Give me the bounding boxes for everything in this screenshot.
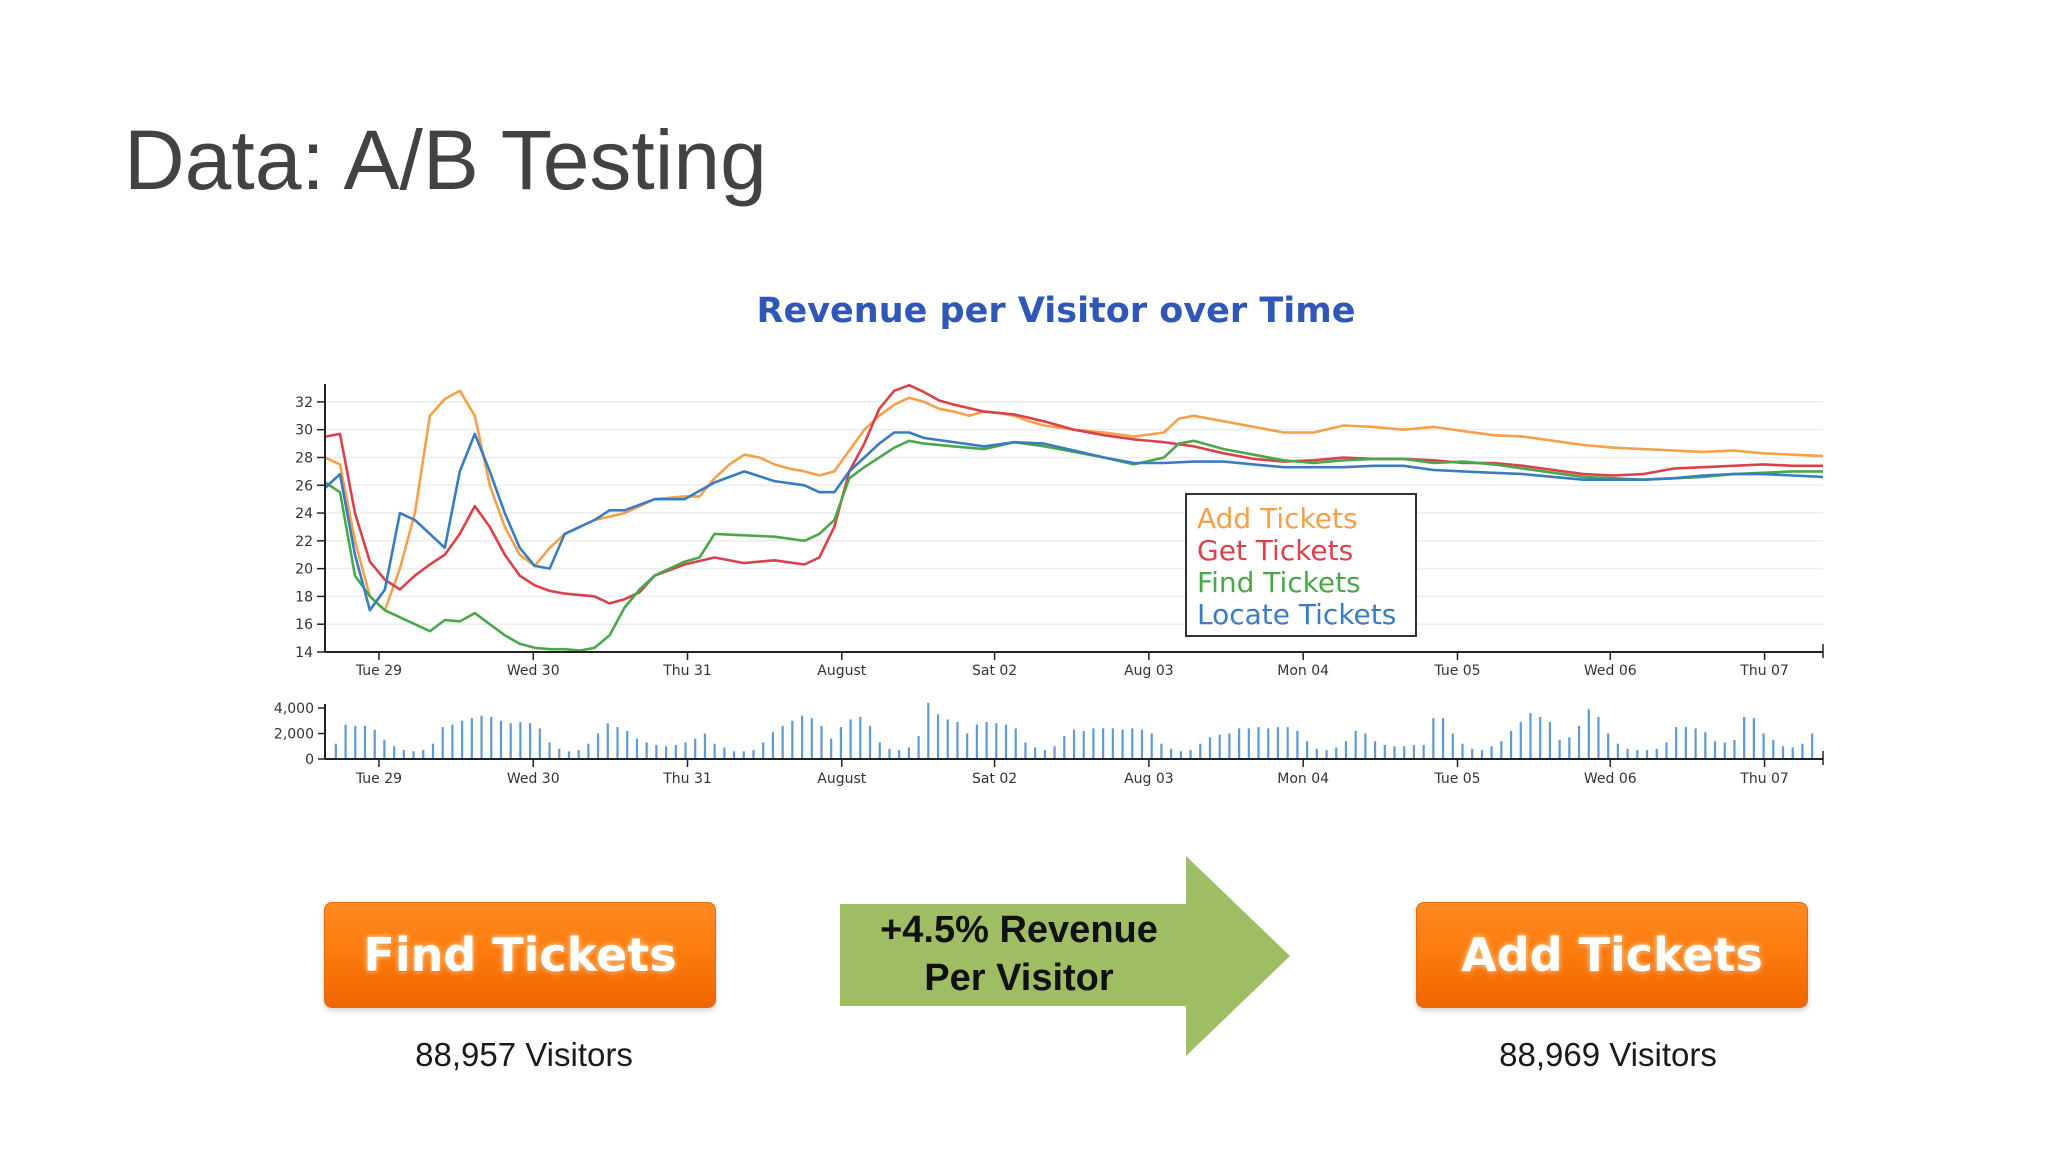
y-tick-label: 22 <box>295 534 313 550</box>
legend-entry-add-tickets: Add Tickets <box>1197 502 1358 535</box>
volume-x-tick-label: Tue 29 <box>355 771 402 787</box>
arrow-label-line2: Per Visitor <box>924 957 1114 999</box>
legend-entry-find-tickets: Find Tickets <box>1197 566 1361 599</box>
series-lines <box>324 383 1824 652</box>
x-tick-label: Thu 07 <box>1739 663 1789 679</box>
chart-title: Revenue per Visitor over Time <box>757 291 1356 331</box>
x-tick-label: Wed 06 <box>1584 663 1637 679</box>
x-tick-label: Mon 04 <box>1277 663 1329 679</box>
series-line-get-tickets <box>324 383 1823 605</box>
volume-x-tick-label: Tue 05 <box>1433 771 1480 787</box>
x-tick-label: August <box>817 663 867 679</box>
volume-x-tick-label: Thu 07 <box>1739 771 1789 787</box>
arrow-label-line1: +4.5% Revenue <box>880 909 1158 951</box>
y-tick-label: 24 <box>295 506 313 522</box>
legend-entry-locate-tickets: Locate Tickets <box>1197 598 1396 631</box>
x-tick-label: Thu 31 <box>662 663 712 679</box>
grid-lines <box>325 401 1823 653</box>
y-tick-label: 30 <box>295 423 313 439</box>
volume-x-tick-label: Wed 30 <box>507 771 560 787</box>
y-tick-label: 16 <box>295 617 313 633</box>
legend-box <box>1185 493 1417 637</box>
arrow-label: +4.5% Revenue Per Visitor <box>842 906 1196 1002</box>
volume-bars <box>334 702 1814 759</box>
volume-y-tick-label: 2,000 <box>274 727 314 743</box>
series-line-add-tickets <box>324 389 1824 612</box>
visitors-count-left: 88,957 Visitors <box>415 1036 633 1073</box>
volume-y-tick-label: 0 <box>305 752 314 768</box>
y-tick-label: 26 <box>295 478 313 494</box>
legend: Add Tickets Get Tickets Find Tickets Loc… <box>1185 493 1417 637</box>
volume-x-tick-label: Sat 02 <box>972 771 1017 787</box>
volume-x-tick-label: Wed 06 <box>1584 771 1637 787</box>
volume-axes: 0 2,000 4,000 Tue 29 Wed 30 Thu 31 August Sat 0… <box>274 701 1824 787</box>
axes: 14 16 18 20 22 24 26 28 30 32 Tue 29 Wed 30 Thu 31 Au… <box>295 384 1824 679</box>
find-tickets-button[interactable]: Find Tickets <box>324 902 716 1008</box>
x-tick-label: Tue 29 <box>355 663 402 679</box>
y-tick-label: 32 <box>295 395 313 411</box>
x-tick-label: Wed 30 <box>507 663 560 679</box>
legend-entry-get-tickets: Get Tickets <box>1197 534 1353 567</box>
volume-x-tick-label: Mon 04 <box>1277 771 1329 787</box>
x-tick-label: Aug 03 <box>1124 663 1174 679</box>
series-line-locate-tickets <box>324 431 1824 612</box>
volume-x-tick-label: Thu 31 <box>662 771 712 787</box>
y-tick-label: 20 <box>295 562 313 578</box>
arrow-shape <box>840 856 1290 1056</box>
volume-y-tick-label: 4,000 <box>274 701 314 717</box>
y-tick-label: 14 <box>295 645 313 661</box>
x-tick-label: Tue 05 <box>1433 663 1480 679</box>
x-tick-label: Sat 02 <box>972 663 1017 679</box>
volume-x-tick-label: Aug 03 <box>1124 771 1174 787</box>
y-tick-label: 18 <box>295 589 313 605</box>
volume-x-tick-label: August <box>817 771 867 787</box>
add-tickets-button[interactable]: Add Tickets <box>1416 902 1808 1008</box>
y-tick-label: 28 <box>295 450 313 466</box>
visitors-count-right: 88,969 Visitors <box>1499 1036 1717 1073</box>
slide-title: Data: A/B Testing <box>124 113 767 207</box>
series-line-find-tickets <box>324 439 1823 652</box>
